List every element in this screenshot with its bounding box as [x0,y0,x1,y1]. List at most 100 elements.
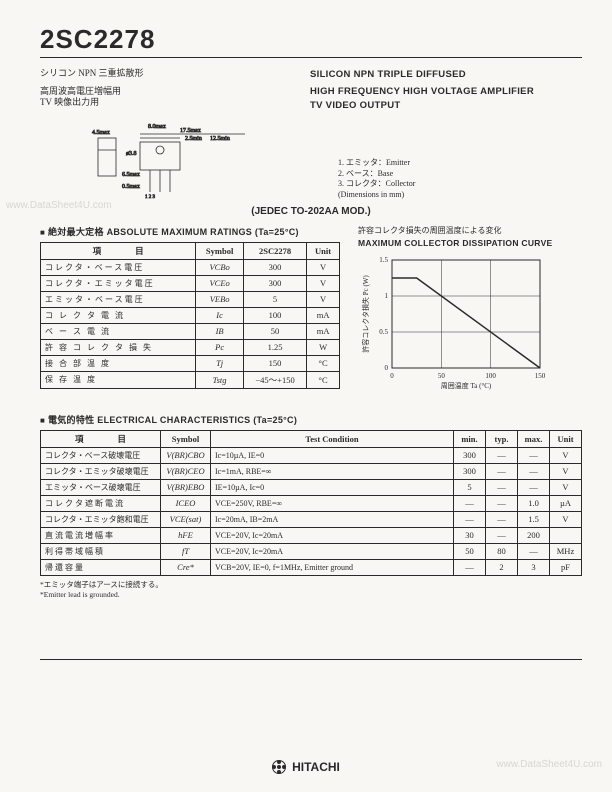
jedec-package-label: (JEDEC TO-202AA MOD.) [40,206,582,217]
ratings-val: 100 [243,307,306,323]
svg-text:周囲温度 Ta (°C): 周囲温度 Ta (°C) [441,381,492,390]
elec-sym: V(BR)CBO [161,447,211,463]
elec-max: 3 [518,559,550,575]
elec-cond: Ic=1mA, RBE=∞ [211,463,454,479]
elec-typ: — [486,447,518,463]
elec-item: コレクタ・エミッタ飽和電圧 [41,511,161,527]
svg-text:150: 150 [535,372,546,380]
elec-h-max: max. [518,430,550,447]
elec-cond: VCE=250V, RBE=∞ [211,495,454,511]
elec-min: 30 [454,527,486,543]
ratings-unit: V [307,259,340,275]
elec-cond: Ic=10µA, IE=0 [211,447,454,463]
elec-item: 直 流 電 流 増 幅 率 [41,527,161,543]
ratings-h-sym: Symbol [196,242,244,259]
svg-text:6.5max: 6.5max [122,172,140,178]
table-row: コ レ ク タ 電 流Ic100mA [41,307,340,323]
ratings-unit: °C [307,355,340,371]
table-row: 接 合 部 温 度Tj150°C [41,355,340,371]
elec-cond: IE=10µA, Ic=0 [211,479,454,495]
ratings-item: 許 容 コ レ ク タ 損 失 [41,339,196,355]
top-description-row: シリコン NPN 三重拡散形 高周波高電圧増幅用 TV 映像出力用 SILICO… [40,68,582,112]
elec-min: — [454,511,486,527]
table-row: コレクタ・エミッタ電圧VCEo300V [41,275,340,291]
elec-typ: — [486,527,518,543]
ratings-sym: IB [196,323,244,339]
jp-app-2: TV 映像出力用 [40,97,190,109]
watermark-right: www.DataSheet4U.com [496,759,602,770]
svg-text:0: 0 [390,372,394,380]
ratings-item: 接 合 部 温 度 [41,355,196,371]
en-app-2: TV VIDEO OUTPUT [310,99,582,112]
table-row: コレクタ・エミッタ破壊電圧V(BR)CEOIc=1mA, RBE=∞300——V [41,463,582,479]
ratings-title-en: ABSOLUTE MAXIMUM RATINGS [107,227,253,237]
table-row: ベ ー ス 電 流IB50mA [41,323,340,339]
elec-unit: pF [550,559,582,575]
elec-min: 300 [454,447,486,463]
absolute-max-ratings-block: ■ 絶対最大定格 ABSOLUTE MAXIMUM RATINGS (Ta=25… [40,225,340,395]
table-row: コレクタ・エミッタ飽和電圧VCE(sat)Ic=20mA, IB=2mA——1.… [41,511,582,527]
ratings-unit: V [307,275,340,291]
elec-item: エミッタ・ベース破壊電圧 [41,479,161,495]
table-row: 利 得 帯 域 幅 積fTVCE=20V, Ic=20mA5080—MHz [41,543,582,559]
table-row: 許 容 コ レ ク タ 損 失Pc1.25W [41,339,340,355]
svg-text:0.5: 0.5 [379,328,388,336]
elec-cond: VCE=20V, Ic=20mA [211,527,454,543]
ratings-sym: Tj [196,355,244,371]
elec-title: ■ 電気的特性 ELECTRICAL CHARACTERISTICS (Ta=2… [40,413,582,426]
elec-title-en: ELECTRICAL CHARACTERISTICS [97,415,250,425]
footnote-en: *Emitter lead is grounded. [40,590,582,600]
pin-note-2: 2. ベース：Base [338,169,415,179]
ratings-val: −45〜+150 [243,371,306,388]
ratings-unit: W [307,339,340,355]
en-type: SILICON NPN TRIPLE DIFFUSED [310,68,582,81]
jp-description: シリコン NPN 三重拡散形 高周波高電圧増幅用 TV 映像出力用 [40,68,190,112]
ratings-h-val: 2SC2278 [243,242,306,259]
table-row: 直 流 電 流 増 幅 率hFEVCE=20V, Ic=20mA30—200 [41,527,582,543]
ratings-title: ■ 絶対最大定格 ABSOLUTE MAXIMUM RATINGS (Ta=25… [40,225,340,238]
footer-separator [40,659,582,660]
ratings-item: コ レ ク タ 電 流 [41,307,196,323]
elec-unit: V [550,447,582,463]
svg-text:8.0max: 8.0max [148,124,166,130]
ratings-val: 50 [243,323,306,339]
elec-ta: (Ta=25°C) [253,415,297,425]
svg-text:1.5: 1.5 [379,256,388,264]
elec-typ: 2 [486,559,518,575]
elec-typ: — [486,463,518,479]
elec-item: コレクタ・エミッタ破壊電圧 [41,463,161,479]
ratings-h-item: 項 目 [41,242,196,259]
en-app-1: HIGH FREQUENCY HIGH VOLTAGE AMPLIFIER [310,85,582,98]
ratings-val: 5 [243,291,306,307]
ratings-unit: mA [307,307,340,323]
ratings-sym: VEBo [196,291,244,307]
table-row: コレクタ・ベース電圧VCBo300V [41,259,340,275]
elec-min: — [454,559,486,575]
svg-text:ø3.8: ø3.8 [126,151,137,157]
ratings-val: 300 [243,275,306,291]
package-outline-drawing: 4.5max 1 2 3 17.5max 8.0max 2.5min 12.5m… [90,120,320,200]
footnotes: *エミッタ端子はアースに接続する。 *Emitter lead is groun… [40,580,582,600]
elec-sym: V(BR)EBO [161,479,211,495]
elec-sym: hFE [161,527,211,543]
elec-min: — [454,495,486,511]
svg-text:許容コレクタ損失 Pc (W): 許容コレクタ損失 Pc (W) [361,274,370,352]
ratings-sym: Ic [196,307,244,323]
elec-max: — [518,479,550,495]
ratings-title-jp: 絶対最大定格 [48,227,104,237]
elec-min: 300 [454,463,486,479]
elec-unit: MHz [550,543,582,559]
elec-item: コレクタ・ベース破壊電圧 [41,447,161,463]
table-row: エミッタ・ベース電圧VEBo5V [41,291,340,307]
elec-typ: — [486,511,518,527]
ratings-sym: VCEo [196,275,244,291]
elec-h-typ: typ. [486,430,518,447]
ratings-val: 300 [243,259,306,275]
elec-typ: 80 [486,543,518,559]
watermark-left: www.DataSheet4U.com [6,200,112,211]
elec-sym: fT [161,543,211,559]
table-row: 保 存 温 度Tstg−45〜+150°C [41,371,340,388]
elec-max: — [518,543,550,559]
elec-max: — [518,463,550,479]
ratings-val: 1.25 [243,339,306,355]
